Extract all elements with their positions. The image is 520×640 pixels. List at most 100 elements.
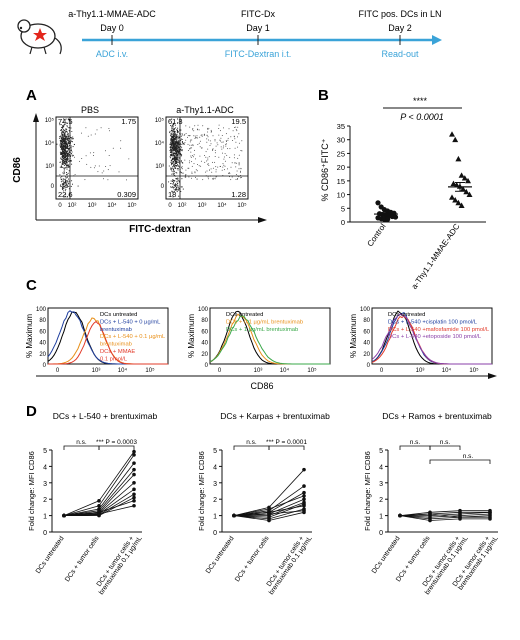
flow-event (181, 167, 183, 169)
flow-event (70, 149, 72, 152)
flow-event (231, 176, 233, 178)
flow-event (77, 185, 79, 187)
flow-event (71, 141, 73, 143)
flow-event (71, 130, 73, 133)
flow-plot-pbs: PBS 74.5 1.75 22.6 0.309 10⁵ 10⁴ 10³ 0 0… (45, 105, 139, 209)
flow-event (171, 138, 173, 140)
flow-event (181, 178, 183, 180)
flow-event (171, 127, 173, 129)
flow-event (67, 178, 70, 180)
flow-event (173, 170, 175, 172)
flow-event (172, 142, 174, 144)
flow-event (222, 163, 224, 165)
flow-event (67, 138, 69, 140)
flow-event (171, 129, 173, 131)
flow-event (214, 178, 216, 180)
flow-event (171, 146, 173, 149)
flow-event (197, 124, 199, 126)
flow-event (221, 169, 223, 171)
flow-event (59, 151, 61, 153)
flow-event (238, 168, 240, 170)
flow-event (175, 127, 177, 129)
flow-event (60, 123, 62, 126)
flow-event (231, 162, 233, 164)
flow-event (62, 195, 64, 198)
flow-event (178, 195, 180, 197)
flow-event (64, 123, 66, 126)
flow-event (198, 142, 200, 144)
xtick: 10³ (88, 203, 97, 209)
flow-event (170, 125, 172, 127)
flow-event (169, 156, 171, 158)
adc-point (449, 194, 455, 200)
panel-c-ytick: 0 (367, 363, 371, 369)
flow-event (175, 167, 177, 169)
flow-event (63, 138, 65, 140)
flow-event (60, 142, 63, 144)
flow-event (63, 167, 65, 169)
flow-event (176, 172, 178, 174)
flow-event (63, 172, 65, 174)
panel-c-ytick: 60 (363, 329, 370, 335)
panel-d-ylabel: Fold change: MFI CD86 (27, 451, 36, 531)
panel-c-ytick: 60 (201, 329, 208, 335)
flow-event (190, 151, 192, 153)
flow-event (212, 148, 214, 150)
legend-entry: DCs + L-540 + 0.1 µg/mL (100, 334, 166, 340)
flow-event (173, 147, 175, 149)
sample-point (302, 503, 306, 508)
timeline-day-2: Day 2 (388, 23, 412, 33)
flow-event (68, 180, 70, 182)
panel-a-xlabel: FITC-dextran (129, 224, 191, 235)
flow-event (215, 166, 217, 168)
histogram-curve (371, 313, 492, 365)
flow-event (97, 171, 99, 173)
flow-event (62, 162, 64, 164)
flow-event (175, 139, 177, 141)
flow-event (63, 145, 65, 147)
flow-event (62, 132, 64, 134)
flow-event (185, 174, 187, 176)
flow-event (221, 148, 223, 150)
xtick: 0 (58, 203, 62, 209)
flow-event (174, 186, 176, 188)
flow-event (170, 150, 172, 152)
flow-event (234, 162, 236, 164)
flow-event (177, 169, 179, 171)
flow-event (198, 129, 200, 131)
flow-event (176, 133, 178, 135)
adc-point (449, 131, 455, 137)
flow-event (68, 170, 70, 172)
flow-event (176, 140, 178, 142)
flow-event (200, 160, 202, 162)
flow-event (64, 147, 66, 149)
flow-event (108, 128, 110, 129)
panel-d-ytick: 1 (213, 514, 217, 521)
flow-event (66, 131, 68, 133)
flow-event (173, 189, 175, 191)
legend-entry: DCs untreated (226, 312, 263, 318)
flow-event (176, 153, 178, 155)
flow-event (172, 136, 175, 138)
flow-event (60, 166, 62, 168)
flow-event (176, 189, 178, 191)
flow-event (198, 165, 200, 167)
flow-event (61, 135, 63, 137)
flow-event (173, 124, 175, 126)
legend-entry: DCs + 1 µg/mL brentuximab (226, 327, 298, 333)
flow-event (66, 168, 68, 170)
flow-event (230, 179, 232, 181)
flow-event (68, 161, 70, 163)
sample-line (399, 510, 490, 516)
flow-event (173, 156, 175, 158)
sig-label: *** P = 0.0003 (96, 439, 137, 446)
flow-event (171, 186, 173, 188)
fold-change-plot: DCs + L-540 + brentuximab Fold change: MF… (27, 411, 157, 596)
flow-event (181, 138, 183, 140)
panel-c-ytick: 20 (39, 352, 46, 358)
flow-event (236, 162, 238, 164)
flow-event (181, 134, 183, 136)
flow-event (237, 178, 239, 179)
flow-event (220, 146, 222, 148)
flow-event (174, 166, 176, 168)
